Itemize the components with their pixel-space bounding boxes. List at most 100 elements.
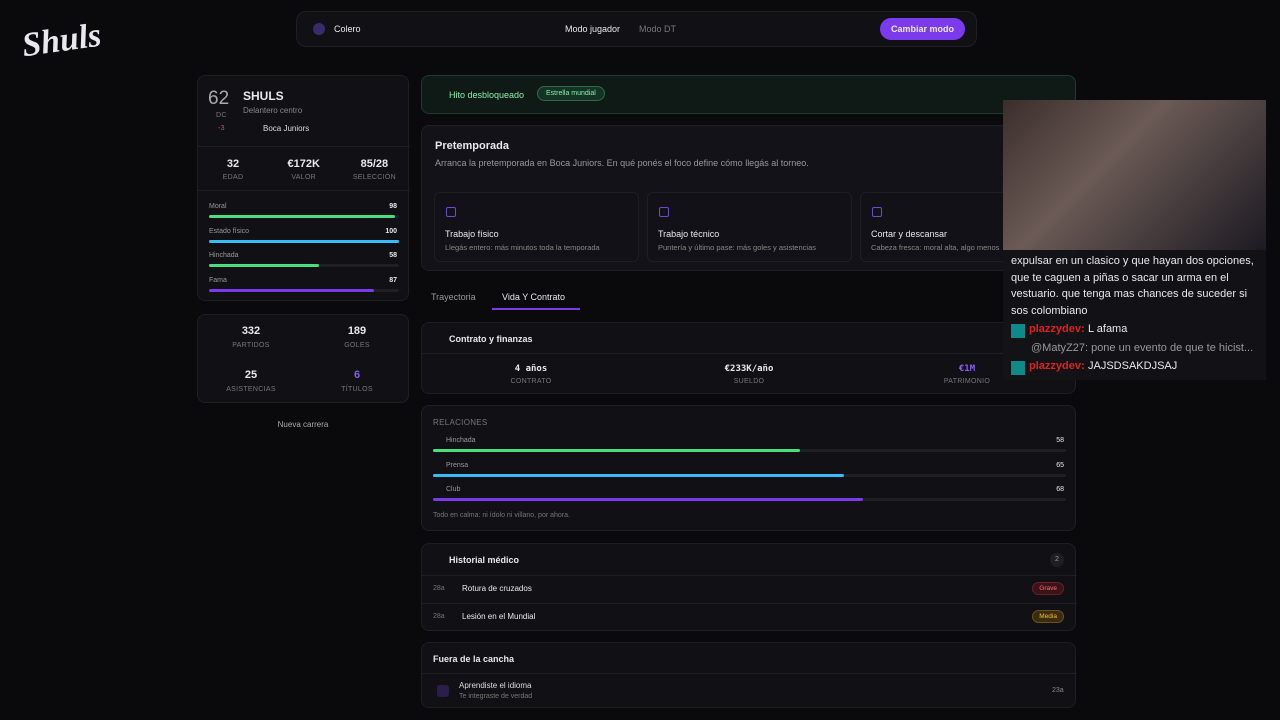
chat-text: L afama <box>1088 323 1128 335</box>
event-icon <box>437 685 449 697</box>
divider <box>422 353 1077 354</box>
stat-value: 32 <box>226 158 240 170</box>
chat-badge <box>1011 324 1025 338</box>
contract-value: 4 años <box>514 364 548 374</box>
career-label: TÍTULOS <box>341 386 373 393</box>
chat-message: expulsar en un clasico y que hayan dos o… <box>1011 255 1254 317</box>
option-desc: Cabeza fresca: moral alta, algo menos <box>871 243 1000 252</box>
medical-count: 2 <box>1050 553 1064 567</box>
bar-label: Fama <box>209 276 227 284</box>
player-role: Delantero centro <box>243 106 303 115</box>
divider <box>198 146 410 147</box>
career-label: GOLES <box>344 342 370 349</box>
chat-badge <box>1011 361 1025 375</box>
chat-text: JAJSDSAKDJSAJ <box>1088 360 1178 372</box>
bar-track <box>433 498 1066 501</box>
preseason-title: Pretemporada <box>435 140 509 152</box>
bar-label: Estado físico <box>209 227 250 235</box>
bar <box>209 215 396 218</box>
bar-track <box>433 473 1066 477</box>
relation-label: Club <box>446 486 461 493</box>
bar <box>433 473 845 477</box>
medical-card: Historial médico 2 28a Rotura de cruzados… <box>421 543 1077 631</box>
preseason-description: Arranca la pretemporada en Boca Juniors.… <box>435 158 809 168</box>
milestone: Hito desbloqueado Estrella mundial <box>421 75 1076 114</box>
option-title: Cortar y descansar <box>871 229 948 239</box>
offfield-card: Fuera de la cancha Aprendiste el idioma … <box>421 642 1077 708</box>
bar-value: 100 <box>385 227 397 235</box>
contract-card: Contrato y finanzas 4 años CONTRATO €233K/… <box>421 322 1077 394</box>
bar-track <box>209 239 399 243</box>
player-name: SHULS <box>243 89 284 103</box>
stat-label: SELECCIÓN <box>352 174 396 181</box>
relations-note: Todo en calma: ni ídolo ni villano, por … <box>433 512 570 519</box>
bar-value: 87 <box>389 276 397 284</box>
mode-tab[interactable]: Modo jugador <box>565 24 621 34</box>
injury-name: Rotura de cruzados <box>462 584 532 593</box>
career-value: 6 <box>353 369 361 381</box>
chat-user: plazzydev: <box>1029 323 1085 335</box>
position: DC <box>216 112 227 119</box>
preseason-card: Pretemporada Arranca la pretemporada en … <box>421 125 1076 271</box>
bar-value: 58 <box>389 252 397 259</box>
relation-label: Prensa <box>446 461 469 469</box>
bar-track <box>209 264 399 267</box>
mode-tab[interactable]: Modo DT <box>639 24 677 34</box>
option-desc: Llegás entero: más minutos toda la tempo… <box>445 243 600 252</box>
bar-track <box>433 449 1066 452</box>
option-icon <box>659 207 669 217</box>
stat-label: EDAD <box>222 174 244 181</box>
stat-label: VALOR <box>291 174 317 181</box>
rating: 62 <box>208 88 230 109</box>
option-card[interactable]: Trabajo técnico Puntería y último pase: m… <box>647 192 852 262</box>
bar-label: Moral <box>209 203 227 210</box>
career-value: 332 <box>241 325 261 337</box>
injury-age: 28a <box>433 585 445 592</box>
bar <box>433 449 801 452</box>
bar-track <box>209 215 399 218</box>
milestone-title: Hito desbloqueado <box>449 90 525 100</box>
event-desc: Te integraste de verdad <box>459 693 533 700</box>
contract-title: Contrato y finanzas <box>449 334 533 344</box>
contract-label: PATRIMONIO <box>943 378 991 385</box>
milestone-badge: Estrella mundial <box>537 86 605 101</box>
medical-title: Historial médico <box>449 555 520 565</box>
relation-value: 68 <box>1056 486 1064 493</box>
career-card: 332 PARTIDOS 189 GOLES 25 ASISTENCIAS 6 TÍTULOS <box>197 314 409 403</box>
bar <box>209 288 375 292</box>
switch-button[interactable]: Cambiar modo <box>880 18 965 40</box>
career-label: PARTIDOS <box>232 342 270 349</box>
chat-user: plazzydev: <box>1029 360 1085 372</box>
severity-badge: Media <box>1032 610 1064 623</box>
relations-card: RELACIONES Todo en calma: ni ídolo ni vi… <box>421 405 1076 531</box>
divider <box>198 190 410 191</box>
player-card: 62 DC -3 SHULS Delantero centro Boca Jun… <box>197 75 410 301</box>
bar-value: 98 <box>389 203 397 210</box>
nav-bar: Colero Modo jugador Modo DT Cambiar modo <box>296 11 977 47</box>
contract-label: SUELDO <box>733 378 765 385</box>
chat-reply: @MatyZ27: pone un evento de que te hicis… <box>1031 341 1254 354</box>
logo: Shuls <box>19 16 104 65</box>
option-icon <box>446 207 456 217</box>
bar <box>433 498 864 501</box>
option-title: Trabajo técnico <box>658 229 720 239</box>
offfield-title: Fuera de la cancha <box>433 654 515 664</box>
option-card[interactable]: Trabajo físico Llegás entero: más minutos… <box>434 192 639 262</box>
relation-value: 65 <box>1056 461 1064 469</box>
new-career-button[interactable]: Nueva carrera <box>277 420 329 429</box>
bar-track <box>209 288 399 292</box>
divider <box>422 575 1077 576</box>
injury-age: 28a <box>433 613 445 620</box>
severity-badge: Grave <box>1032 582 1064 595</box>
stat-value: €172K <box>287 158 320 170</box>
relation-value: 58 <box>1056 437 1064 444</box>
option-icon <box>872 207 882 217</box>
club: Boca Juniors <box>263 124 310 133</box>
bar <box>209 239 399 243</box>
tab-active[interactable]: Vida Y Contrato <box>502 292 566 302</box>
contract-label: CONTRATO <box>510 378 552 385</box>
contract-value: €233K/año <box>724 364 774 374</box>
tab[interactable]: Trayectoria <box>431 292 476 302</box>
tab-indicator <box>492 308 580 310</box>
